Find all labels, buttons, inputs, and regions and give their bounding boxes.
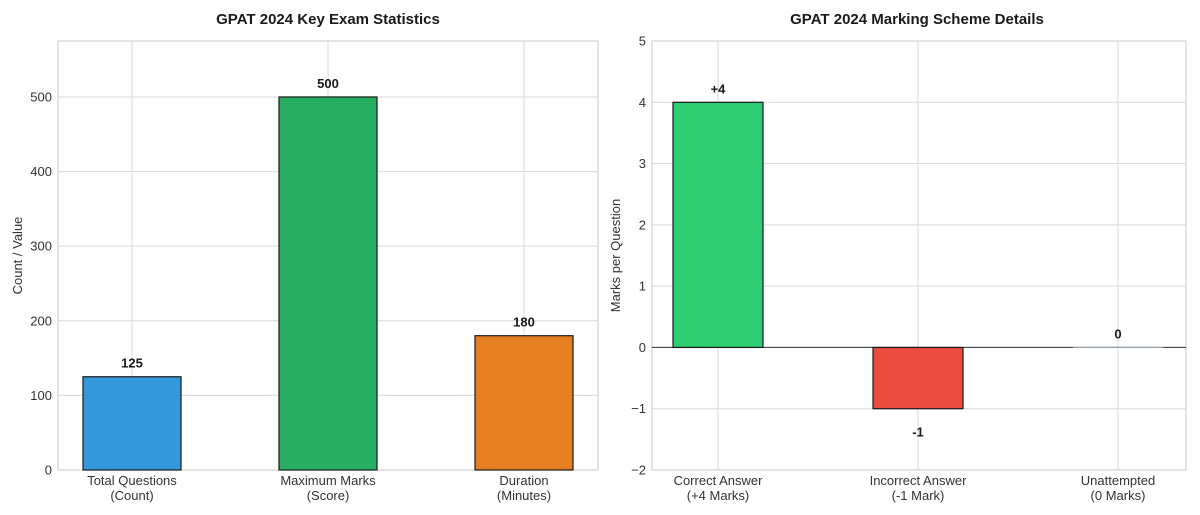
bar-1-3 [474, 335, 574, 471]
y-tick-label: 0 [639, 340, 646, 355]
bar-2-2 [872, 346, 964, 410]
y-tick-label: 0 [45, 463, 52, 478]
y-tick-label: 1 [639, 279, 646, 294]
bar-1-1 [82, 376, 182, 471]
y-tick-label: 100 [30, 388, 52, 403]
chart-panel-1: 0 100 200 300 400 500 125 500 180 Total Questions… [10, 11, 599, 503]
x-category-label: (+4 Marks) [687, 488, 749, 503]
y-tick-label: 400 [30, 164, 52, 179]
data-label: +4 [711, 81, 727, 96]
bar-1-2 [278, 96, 378, 471]
x-category-label: Incorrect Answer [870, 473, 967, 488]
x-category-label: (Minutes) [497, 488, 551, 503]
data-label: 125 [121, 356, 143, 371]
y-axis-label: Count / Value [10, 217, 25, 295]
x-category-label: (Count) [110, 488, 153, 503]
x-category-label: Unattempted [1081, 473, 1155, 488]
bar-2-3 [1073, 346, 1163, 348]
y-tick-label: 200 [30, 313, 52, 328]
chart-title: GPAT 2024 Marking Scheme Details [790, 11, 1044, 28]
y-tick-label: 4 [639, 95, 646, 110]
x-category-label: Duration [499, 473, 548, 488]
chart-panel-2: −2 −1 0 1 2 3 4 5 +4 -1 0 Correct Answer(+4 Marks) I… [608, 11, 1187, 503]
x-category-label: Correct Answer [674, 473, 764, 488]
y-tick-label: 3 [639, 156, 646, 171]
x-category-label: Maximum Marks [280, 473, 376, 488]
x-category-label: (Score) [307, 488, 350, 503]
y-tick-label: 2 [639, 217, 646, 232]
x-category-label: (-1 Mark) [892, 488, 945, 503]
x-category-label: Total Questions [87, 473, 177, 488]
x-category-label: (0 Marks) [1091, 488, 1146, 503]
y-tick-label: 500 [30, 89, 52, 104]
data-label: 500 [317, 76, 339, 91]
y-tick-label: 5 [639, 34, 646, 49]
chart-title: GPAT 2024 Key Exam Statistics [216, 11, 440, 28]
data-label: 0 [1114, 326, 1121, 341]
y-tick-label: 300 [30, 239, 52, 254]
data-label: 180 [513, 315, 535, 330]
y-tick-label: −2 [631, 463, 646, 478]
data-label: -1 [912, 425, 924, 440]
y-tick-label: −1 [631, 401, 646, 416]
y-axis-label: Marks per Question [608, 199, 623, 312]
bar-2-1 [672, 101, 764, 349]
plot-frame [651, 40, 1187, 471]
